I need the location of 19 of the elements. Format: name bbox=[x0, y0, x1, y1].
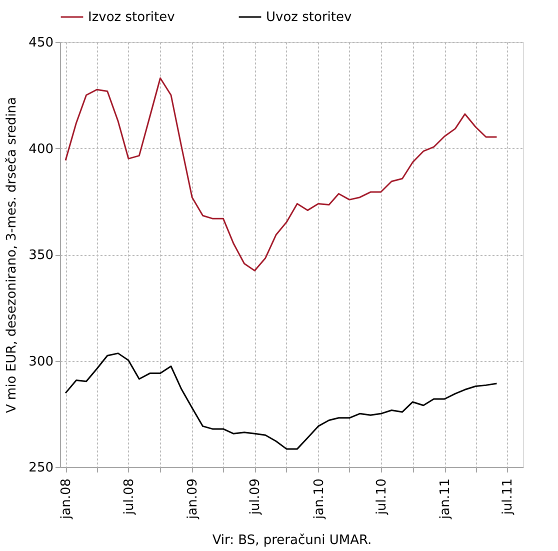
line-series bbox=[64, 352, 498, 450]
x-tick-label: jan.10 bbox=[312, 478, 327, 520]
x-tick-label: jul.09 bbox=[248, 478, 264, 516]
line-series bbox=[64, 77, 498, 272]
y-tick-label: 250 bbox=[28, 460, 54, 476]
y-tick-label: 400 bbox=[28, 142, 54, 157]
x-tick-label: jan.11 bbox=[438, 478, 454, 520]
x-tick-label: jul.08 bbox=[122, 478, 137, 516]
y-tick-label: 450 bbox=[28, 36, 54, 50]
legend-label: Izvoz storitev bbox=[88, 10, 176, 25]
legend-label: Uvoz storitev bbox=[266, 10, 352, 25]
text: Vir: BS, preračuni UMAR. bbox=[212, 533, 372, 548]
x-tick-label: jan.08 bbox=[59, 478, 74, 520]
x-tick-label: jul.10 bbox=[374, 478, 390, 516]
y-tick-label: 300 bbox=[28, 354, 54, 370]
y-tick-label: 350 bbox=[28, 248, 54, 263]
x-tick-label: jul.11 bbox=[500, 478, 516, 516]
x-tick-label: jan.09 bbox=[186, 478, 201, 520]
y-axis-title: V mio EUR, desezonirano, 3-mes. drseča sredina bbox=[4, 96, 20, 414]
